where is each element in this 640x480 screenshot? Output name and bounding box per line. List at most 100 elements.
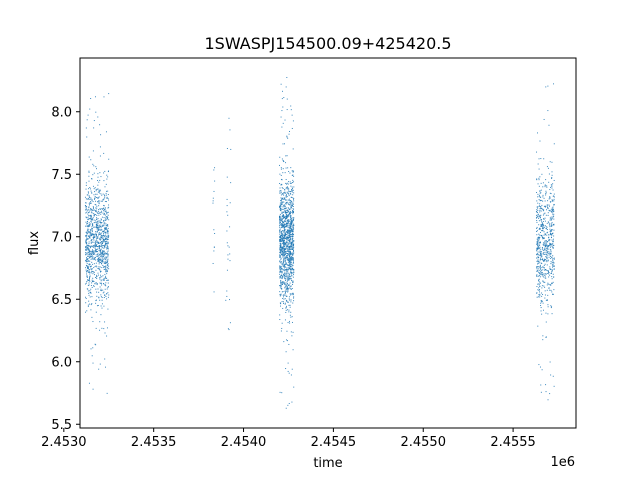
data-point (553, 235, 555, 237)
data-point (279, 173, 281, 175)
data-point (106, 232, 108, 234)
data-point (87, 258, 89, 260)
data-point (282, 235, 284, 237)
data-point (288, 232, 290, 234)
data-point (103, 268, 105, 270)
data-point (292, 258, 294, 260)
data-point (103, 96, 105, 98)
data-point (546, 258, 548, 260)
data-point (98, 291, 100, 293)
data-point (226, 269, 228, 271)
data-point (92, 201, 94, 203)
data-point (102, 235, 104, 237)
data-point (99, 238, 101, 240)
data-point (87, 279, 89, 281)
data-point (293, 250, 295, 252)
data-point (95, 302, 97, 304)
data-point (108, 219, 110, 221)
y-tick-label: 7.5 (51, 168, 72, 183)
data-point (89, 266, 91, 268)
data-point (545, 391, 547, 393)
data-point (289, 228, 291, 230)
data-point (543, 227, 545, 229)
data-point (290, 243, 292, 245)
data-point (100, 229, 102, 231)
data-point (544, 225, 546, 227)
data-point (105, 267, 107, 269)
data-point (544, 217, 546, 219)
data-point (95, 204, 97, 206)
data-point (91, 210, 93, 212)
data-point (535, 210, 537, 212)
data-point (214, 180, 216, 182)
data-point (97, 274, 99, 276)
data-point (542, 223, 544, 225)
data-point (290, 273, 292, 275)
data-point (282, 216, 284, 218)
data-point (94, 266, 96, 268)
data-point (85, 245, 87, 247)
data-point (289, 230, 291, 232)
data-point (285, 195, 287, 197)
data-point (288, 193, 290, 195)
data-point (282, 208, 284, 210)
data-point (548, 273, 550, 275)
data-point (103, 328, 105, 330)
data-point (86, 238, 88, 240)
data-point (96, 295, 98, 297)
data-point (293, 300, 295, 302)
data-point (87, 244, 89, 246)
data-point (286, 236, 288, 238)
data-point (105, 131, 107, 133)
data-point (280, 194, 282, 196)
data-point (282, 253, 284, 255)
data-point (89, 225, 91, 227)
data-point (90, 190, 92, 192)
data-point (539, 217, 541, 219)
data-point (552, 216, 554, 218)
data-point (99, 189, 101, 191)
data-point (283, 192, 285, 194)
data-point (89, 290, 91, 292)
data-point (99, 200, 101, 202)
data-point (86, 233, 88, 235)
data-point (538, 228, 540, 230)
data-point (537, 163, 539, 165)
data-point (97, 184, 99, 186)
data-point (285, 196, 287, 198)
data-point (100, 289, 102, 291)
data-point (285, 213, 287, 215)
data-point (291, 368, 293, 370)
data-point (552, 209, 554, 211)
data-point (285, 217, 287, 219)
data-point (551, 187, 553, 189)
data-point (108, 265, 110, 267)
data-point (553, 193, 555, 195)
data-point (544, 290, 546, 292)
data-point (292, 220, 294, 222)
data-point (103, 305, 105, 307)
data-point (543, 237, 545, 239)
data-point (281, 232, 283, 234)
data-point (553, 229, 555, 231)
data-point (285, 231, 287, 233)
data-point (288, 225, 290, 227)
data-point (536, 247, 538, 249)
data-point (287, 192, 289, 194)
data-point (289, 227, 291, 229)
data-point (212, 202, 214, 204)
data-point (91, 255, 93, 257)
data-point (552, 258, 554, 260)
data-point (289, 191, 291, 193)
data-point (94, 258, 96, 260)
data-point (90, 258, 92, 260)
data-point (536, 266, 538, 268)
data-point (290, 219, 292, 221)
data-point (88, 257, 90, 259)
data-point (290, 256, 292, 258)
data-point (108, 93, 110, 95)
data-point (286, 215, 288, 217)
data-point (93, 285, 95, 287)
data-point (87, 235, 89, 237)
data-point (541, 273, 543, 275)
